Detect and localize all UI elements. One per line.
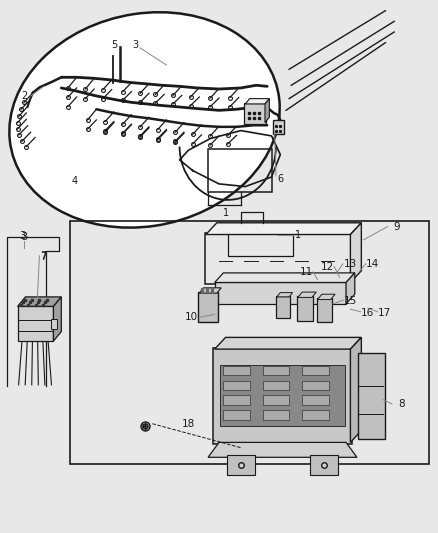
- Text: 12: 12: [321, 262, 334, 271]
- Text: 17: 17: [378, 308, 391, 318]
- Bar: [302, 395, 328, 405]
- Text: 13: 13: [344, 259, 357, 269]
- Bar: [263, 381, 289, 390]
- Text: 6: 6: [277, 174, 283, 183]
- Bar: [223, 410, 250, 420]
- Bar: [302, 381, 328, 390]
- Text: 9: 9: [393, 222, 400, 231]
- Bar: [302, 410, 328, 420]
- Polygon shape: [199, 288, 221, 293]
- Polygon shape: [346, 273, 355, 304]
- FancyBboxPatch shape: [297, 296, 313, 321]
- Text: 1: 1: [223, 208, 229, 218]
- FancyBboxPatch shape: [205, 233, 352, 284]
- Text: 3: 3: [21, 232, 27, 242]
- FancyBboxPatch shape: [310, 455, 338, 475]
- FancyBboxPatch shape: [198, 292, 218, 322]
- Text: 3: 3: [133, 41, 139, 50]
- Bar: [215, 282, 346, 304]
- Bar: [220, 365, 345, 426]
- FancyBboxPatch shape: [273, 120, 284, 134]
- Polygon shape: [208, 442, 357, 457]
- Bar: [263, 366, 289, 375]
- FancyBboxPatch shape: [317, 298, 332, 322]
- Polygon shape: [206, 223, 361, 235]
- Ellipse shape: [9, 12, 280, 228]
- Bar: [223, 395, 250, 405]
- Polygon shape: [318, 294, 335, 300]
- Polygon shape: [298, 292, 316, 297]
- Text: 1: 1: [295, 230, 301, 239]
- Polygon shape: [215, 337, 361, 349]
- Text: 7: 7: [41, 251, 47, 261]
- Text: 3: 3: [19, 231, 26, 240]
- Polygon shape: [277, 293, 293, 297]
- Bar: [223, 381, 250, 390]
- Bar: [70, 221, 429, 464]
- FancyBboxPatch shape: [244, 103, 266, 124]
- Bar: [263, 410, 289, 420]
- FancyBboxPatch shape: [276, 296, 290, 318]
- Polygon shape: [18, 297, 61, 306]
- Bar: [51, 319, 57, 329]
- Polygon shape: [245, 99, 269, 104]
- Text: 2: 2: [21, 91, 27, 101]
- Text: 5: 5: [111, 41, 117, 50]
- Polygon shape: [215, 273, 355, 282]
- FancyBboxPatch shape: [213, 348, 352, 444]
- Bar: [208, 149, 272, 192]
- Text: 4: 4: [71, 176, 78, 186]
- Text: 11: 11: [300, 267, 313, 277]
- Text: 10: 10: [185, 312, 198, 322]
- Polygon shape: [350, 223, 361, 282]
- Text: 7: 7: [40, 252, 47, 262]
- Polygon shape: [18, 306, 53, 341]
- Polygon shape: [265, 99, 269, 123]
- Text: 15: 15: [344, 296, 357, 306]
- Polygon shape: [53, 297, 61, 341]
- Text: 8: 8: [398, 399, 405, 409]
- Bar: [263, 395, 289, 405]
- Bar: [302, 366, 328, 375]
- FancyBboxPatch shape: [358, 353, 385, 439]
- FancyBboxPatch shape: [227, 455, 255, 475]
- Text: 14: 14: [366, 259, 379, 269]
- Text: 18: 18: [182, 419, 195, 429]
- Bar: [223, 366, 250, 375]
- Polygon shape: [350, 337, 361, 442]
- Text: 16: 16: [361, 308, 374, 318]
